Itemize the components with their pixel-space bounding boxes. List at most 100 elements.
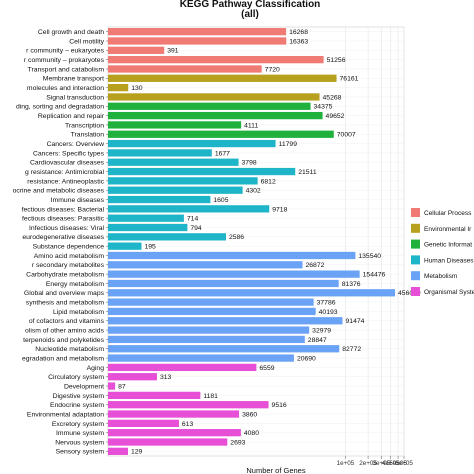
bar bbox=[108, 28, 287, 36]
x-axis-label: Number of Genes bbox=[246, 466, 305, 474]
category-label: Circulatory system bbox=[48, 374, 104, 381]
bar bbox=[108, 270, 360, 278]
category-label: terpenoids and polyketides bbox=[23, 337, 104, 344]
plot-panel bbox=[107, 26, 405, 457]
category-label: Cell growth and death bbox=[38, 29, 104, 36]
bar-value-label: 1181 bbox=[203, 393, 218, 400]
category-label: r community – eukaryotes bbox=[26, 48, 104, 55]
x-tick-label: 4e+05 bbox=[382, 460, 400, 467]
bar bbox=[108, 251, 356, 260]
bar bbox=[108, 149, 212, 157]
bar bbox=[108, 195, 211, 204]
category-label: r secondary metabolites bbox=[32, 262, 105, 269]
category-label: olism of other amino acids bbox=[25, 327, 105, 334]
bar bbox=[108, 307, 316, 316]
bar-value-label: 313 bbox=[160, 374, 172, 381]
category-label: Aging bbox=[87, 365, 105, 372]
category-label: Global and overview maps bbox=[24, 290, 105, 297]
bar-value-label: 45268 bbox=[323, 94, 342, 101]
bar bbox=[108, 139, 276, 148]
bar-value-label: 11799 bbox=[279, 141, 298, 148]
bar bbox=[108, 74, 337, 82]
legend-label: Cellular Process bbox=[424, 210, 472, 217]
bar bbox=[108, 121, 242, 129]
category-label: Transcription bbox=[65, 122, 104, 129]
category-label: Excretory system bbox=[52, 421, 104, 428]
bar bbox=[108, 335, 305, 344]
bar-value-label: 16268 bbox=[289, 29, 308, 36]
bar-value-label: 129 bbox=[131, 449, 143, 456]
bar-value-label: 1605 bbox=[213, 197, 228, 204]
bar-value-label: 2693 bbox=[230, 439, 245, 446]
x-tick-label: 5e+05 bbox=[389, 460, 407, 467]
category-label: Immune system bbox=[56, 430, 104, 437]
bar-value-label: 7720 bbox=[265, 66, 280, 73]
category-label: Amino acid metabolism bbox=[34, 253, 105, 260]
bar bbox=[108, 93, 320, 101]
bar bbox=[108, 419, 179, 427]
bar bbox=[108, 261, 303, 269]
bar bbox=[108, 167, 296, 176]
bar-value-label: 4080 bbox=[244, 430, 259, 437]
category-label: Replication and repair bbox=[38, 113, 105, 120]
bar-value-label: 40193 bbox=[319, 309, 338, 316]
bar bbox=[108, 56, 324, 64]
category-label: Infectious diseases: Viral bbox=[29, 225, 105, 232]
chart-title: KEGG Pathway Classification bbox=[179, 0, 321, 10]
category-label: eurodegenerative diseases bbox=[22, 234, 104, 241]
category-label: Nervous system bbox=[55, 439, 104, 446]
legend-label: Organismal Syste bbox=[424, 289, 474, 296]
legend-label: Genetic Informat bbox=[424, 242, 472, 249]
category-label: g resistance: Antimicrobial bbox=[25, 169, 104, 176]
legend-label: Environmental Ir bbox=[424, 226, 472, 233]
bar bbox=[108, 223, 188, 232]
bar-value-label: 391 bbox=[167, 48, 179, 55]
category-label: Transport and catabolism bbox=[28, 66, 105, 73]
bar-value-label: 21511 bbox=[298, 169, 317, 176]
legend-swatch bbox=[411, 239, 420, 249]
bar-value-label: 82772 bbox=[342, 346, 361, 353]
bar bbox=[108, 46, 165, 54]
category-label: Translation bbox=[71, 132, 105, 139]
bar bbox=[108, 111, 323, 120]
bar-value-label: 6812 bbox=[261, 178, 276, 185]
bar-value-label: 456019 bbox=[398, 290, 421, 297]
x-tick-label: 1e+05 bbox=[337, 460, 355, 467]
category-label: fectious diseases: Parasitic bbox=[22, 216, 105, 223]
x-tick-label: 3e+05 bbox=[373, 460, 391, 467]
category-label: Environmental adaptation bbox=[27, 411, 104, 418]
category-label: Carbohydrate metabolism bbox=[26, 272, 104, 279]
bar-value-label: 49652 bbox=[326, 113, 345, 120]
bar bbox=[108, 363, 257, 372]
bar bbox=[108, 289, 396, 297]
bar-value-label: 28847 bbox=[308, 337, 327, 344]
bar-value-label: 9718 bbox=[272, 206, 287, 213]
category-label: Signal transduction bbox=[46, 94, 104, 101]
legend-label: Human Diseases bbox=[424, 257, 474, 264]
category-label: of cofactors and vitamins bbox=[29, 318, 105, 325]
chart-subtitle: (all) bbox=[241, 9, 259, 20]
category-label: ocrine and metabolic diseases bbox=[13, 188, 105, 195]
category-label: resistance: Antineoplastic bbox=[27, 178, 104, 185]
bar-value-label: 195 bbox=[144, 244, 156, 251]
bar bbox=[108, 391, 201, 400]
bar-value-label: 154476 bbox=[363, 272, 386, 279]
bar-value-label: 130 bbox=[131, 85, 143, 92]
bar bbox=[108, 382, 116, 390]
bar bbox=[108, 279, 339, 288]
bar bbox=[108, 345, 340, 353]
bar-value-label: 1677 bbox=[215, 150, 230, 157]
category-label: Immune diseases bbox=[51, 197, 105, 204]
category-label: fectious diseases: Bacterial bbox=[22, 206, 105, 213]
category-label: molecules and interaction bbox=[27, 85, 104, 92]
bar bbox=[108, 37, 287, 45]
bar-value-label: 16363 bbox=[289, 38, 308, 45]
bar-value-label: 4111 bbox=[244, 122, 258, 129]
bar-value-label: 2586 bbox=[229, 234, 244, 241]
bar-value-label: 91474 bbox=[346, 318, 365, 325]
category-label: Substance dependence bbox=[33, 244, 105, 251]
bar bbox=[108, 177, 258, 185]
bar bbox=[108, 298, 314, 306]
legend-swatch bbox=[411, 255, 420, 265]
